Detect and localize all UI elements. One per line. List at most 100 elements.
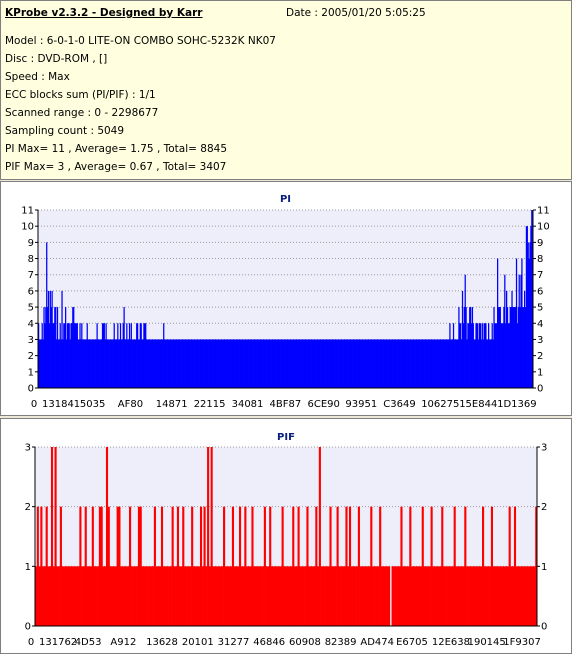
data-bar (100, 339, 102, 388)
data-bar (167, 339, 169, 388)
data-bar (170, 339, 172, 388)
data-bar (324, 339, 326, 388)
data-bar (482, 339, 484, 388)
data-bar (531, 210, 533, 388)
data-bar (105, 447, 109, 626)
data-bar (132, 566, 135, 626)
data-bar (116, 339, 118, 388)
data-bar (352, 339, 354, 388)
data-bar (301, 339, 303, 388)
data-bar (513, 506, 517, 626)
data-bar (198, 566, 201, 626)
data-bar (429, 339, 431, 388)
data-bar (137, 339, 140, 388)
data-bar (65, 307, 67, 388)
data-bar (172, 339, 174, 388)
data-bar (130, 323, 132, 388)
data-bar (381, 339, 384, 388)
data-bar (201, 566, 204, 626)
data-bar (269, 339, 271, 388)
data-bar (393, 339, 395, 388)
data-bar (191, 339, 193, 388)
data-bar (531, 566, 534, 626)
data-bar (523, 307, 525, 388)
data-bar (454, 339, 456, 388)
data-bar (334, 339, 336, 388)
data-bar (407, 339, 410, 388)
data-bar (212, 566, 215, 626)
data-bar (247, 339, 249, 388)
data-bar (430, 506, 433, 626)
data-bar (49, 290, 51, 388)
data-bar (317, 339, 319, 388)
data-bar (446, 339, 448, 388)
data-bar (419, 339, 421, 388)
data-bar (84, 339, 87, 388)
data-bar (526, 226, 528, 388)
data-bar (506, 290, 508, 388)
y-tick-label: 3 (25, 443, 31, 454)
data-bar (251, 339, 253, 388)
data-bar (156, 339, 159, 388)
data-bar (73, 307, 75, 388)
data-bar (309, 566, 313, 626)
data-bar (390, 339, 393, 388)
data-bar (464, 506, 467, 626)
data-bar (182, 339, 184, 388)
data-bar (75, 323, 78, 388)
data-bar (514, 307, 516, 388)
data-bar (202, 339, 204, 388)
data-bar (377, 339, 379, 388)
data-bar (266, 339, 268, 388)
data-bar (270, 339, 272, 388)
data-bar (54, 447, 57, 626)
data-bar (86, 566, 89, 626)
data-bar (130, 566, 133, 626)
data-bar (263, 506, 266, 626)
data-bar (139, 506, 142, 626)
x-tick-label: 5035 (80, 399, 105, 410)
data-bar (76, 323, 78, 388)
data-bar (260, 339, 262, 388)
data-bar (188, 339, 190, 388)
data-bar (159, 339, 161, 388)
data-bar (317, 566, 320, 626)
y-tick-label: 6 (28, 286, 34, 297)
data-bar (435, 566, 439, 626)
data-bar (457, 339, 459, 388)
data-bar (528, 566, 531, 626)
data-bar (276, 566, 279, 626)
y-tick-label-right: 2 (537, 351, 543, 362)
data-bar (315, 506, 318, 626)
data-bar (226, 339, 228, 388)
data-bar (218, 339, 221, 388)
x-tick-label: 0 (28, 637, 34, 648)
data-bar (205, 339, 207, 388)
data-bar (384, 566, 387, 626)
data-bar (437, 566, 440, 626)
data-bar (123, 307, 125, 388)
data-bar (338, 566, 341, 626)
data-bar (509, 307, 511, 388)
data-bar (174, 339, 177, 388)
data-bar (98, 339, 100, 388)
data-bar (164, 339, 166, 388)
data-bar (432, 566, 435, 626)
data-bar (99, 339, 101, 388)
data-bar (359, 566, 362, 626)
data-bar (166, 339, 168, 388)
data-bar (385, 339, 387, 388)
data-bar (185, 339, 187, 388)
sampling-count: Sampling count : 5049 (5, 125, 125, 137)
pi-stats: PI Max= 11 , Average= 1.75 , Total= 8845 (5, 143, 228, 155)
data-bar (466, 566, 469, 626)
data-bar (66, 566, 70, 626)
data-bar (160, 506, 164, 626)
data-bar (242, 566, 245, 626)
data-bar (68, 323, 70, 388)
data-bar (157, 339, 159, 388)
data-bar (52, 323, 54, 388)
data-bar (61, 290, 63, 388)
data-bar (159, 566, 162, 626)
data-bar (82, 339, 84, 388)
